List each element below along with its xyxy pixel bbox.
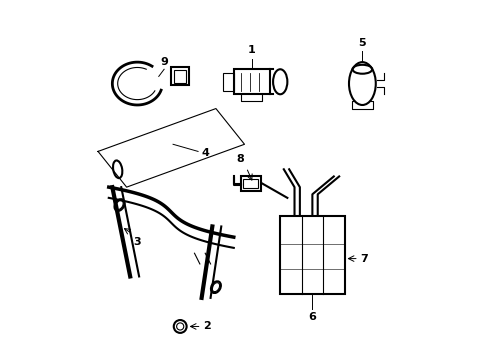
Text: 1: 1 xyxy=(247,45,255,55)
Text: 3: 3 xyxy=(134,237,141,247)
Bar xyxy=(171,67,189,85)
Bar xyxy=(233,69,269,94)
Bar xyxy=(243,179,257,188)
Text: 2: 2 xyxy=(203,321,211,332)
Text: 5: 5 xyxy=(358,38,366,48)
Text: 8: 8 xyxy=(236,154,244,164)
Bar xyxy=(280,216,344,294)
Bar xyxy=(241,176,260,191)
Bar xyxy=(223,73,233,91)
Text: 7: 7 xyxy=(360,253,367,264)
Text: 4: 4 xyxy=(201,148,209,158)
Text: 6: 6 xyxy=(308,312,316,322)
Bar xyxy=(174,70,186,83)
Text: 9: 9 xyxy=(160,58,168,67)
